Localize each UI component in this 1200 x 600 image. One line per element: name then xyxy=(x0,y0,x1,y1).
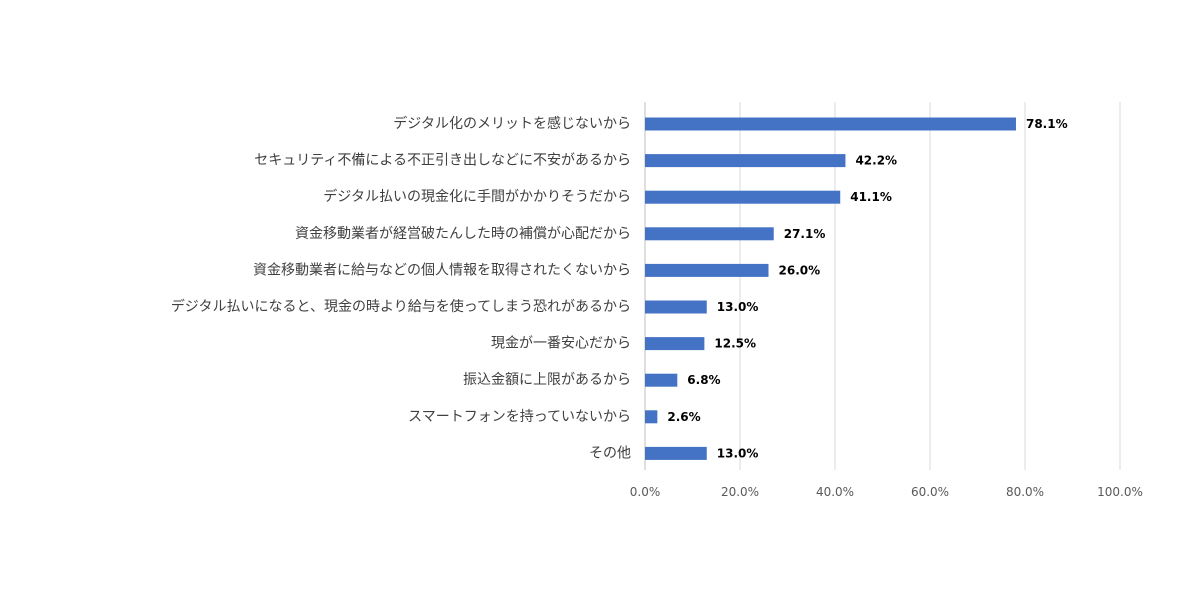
category-label: 現金が一番安心だから xyxy=(491,336,631,352)
data-label: 13.0% xyxy=(717,300,759,314)
bar xyxy=(645,154,846,168)
bar xyxy=(645,446,707,460)
category-label: 資金移動業者が経営破たんした時の補償が心配だから xyxy=(295,226,631,242)
bar xyxy=(645,263,769,277)
x-tick-label: 80.0% xyxy=(1006,485,1044,499)
category-label: その他 xyxy=(589,445,631,461)
data-label: 78.1% xyxy=(1026,117,1068,131)
data-label: 26.0% xyxy=(779,263,821,277)
category-label: デジタル払いの現金化に手間がかかりそうだから xyxy=(323,188,631,205)
data-label: 41.1% xyxy=(850,190,892,204)
category-label: デジタル払いになると、現金の時より給与を使ってしまう恐れがあるから xyxy=(171,298,631,315)
data-label: 2.6% xyxy=(667,410,700,424)
x-tick-label: 100.0% xyxy=(1097,485,1143,499)
x-tick-label: 0.0% xyxy=(630,485,661,499)
category-label: 資金移動業者に給与などの個人情報を取得されたくないから xyxy=(253,261,631,278)
bar xyxy=(645,117,1016,131)
x-tick-label: 20.0% xyxy=(721,485,759,499)
data-label: 27.1% xyxy=(784,227,826,241)
bar xyxy=(645,227,774,241)
bar xyxy=(645,373,678,387)
category-label: スマートフォンを持っていないから xyxy=(408,409,631,425)
data-label: 42.2% xyxy=(855,154,897,168)
x-tick-label: 40.0% xyxy=(816,485,854,499)
data-label: 12.5% xyxy=(714,337,756,351)
category-label: デジタル化のメリットを感じないから xyxy=(393,115,631,132)
bar xyxy=(645,337,705,351)
bar xyxy=(645,410,658,424)
category-label: 振込金額に上限があるから xyxy=(463,372,631,388)
x-tick-label: 60.0% xyxy=(911,485,949,499)
bar xyxy=(645,300,707,314)
category-label: セキュリティ不備による不正引き出しなどに不安があるから xyxy=(254,153,631,169)
data-label: 13.0% xyxy=(717,446,759,460)
data-label: 6.8% xyxy=(687,373,720,387)
bar xyxy=(645,190,841,204)
